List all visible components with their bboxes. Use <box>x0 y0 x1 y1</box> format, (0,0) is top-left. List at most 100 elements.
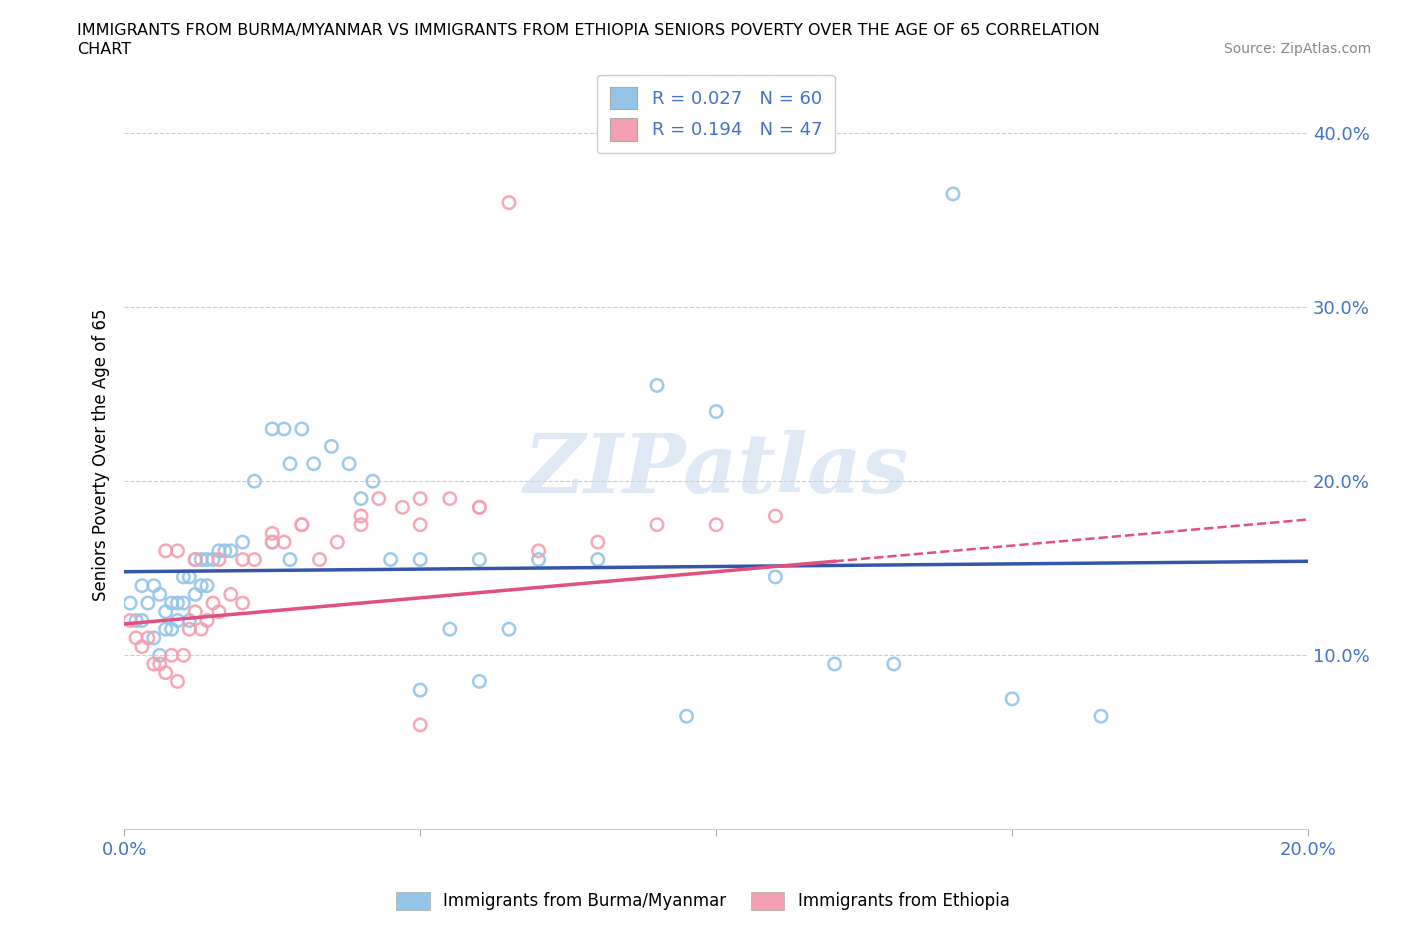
Point <box>190 622 212 637</box>
Point <box>166 674 188 689</box>
Point <box>527 543 550 558</box>
Point <box>195 613 218 628</box>
Point <box>155 622 177 637</box>
Point <box>214 543 236 558</box>
Point <box>155 604 177 619</box>
Point <box>586 535 609 550</box>
Point <box>1090 709 1112 724</box>
Point <box>136 595 159 610</box>
Point <box>131 613 153 628</box>
Text: IMMIGRANTS FROM BURMA/MYANMAR VS IMMIGRANTS FROM ETHIOPIA SENIORS POVERTY OVER T: IMMIGRANTS FROM BURMA/MYANMAR VS IMMIGRA… <box>77 23 1099 38</box>
Point <box>262 421 284 436</box>
Point <box>179 622 201 637</box>
Point <box>326 535 349 550</box>
Point <box>498 195 520 210</box>
Point <box>125 613 148 628</box>
Point <box>409 683 432 698</box>
Point <box>202 552 225 567</box>
Point <box>380 552 402 567</box>
Point <box>149 657 172 671</box>
Point <box>155 543 177 558</box>
Point <box>184 552 207 567</box>
Point <box>155 665 177 680</box>
Point <box>262 535 284 550</box>
Point <box>645 517 668 532</box>
Point <box>291 421 314 436</box>
Point <box>160 622 183 637</box>
Point <box>232 535 254 550</box>
Point <box>172 569 194 584</box>
Point <box>468 499 491 514</box>
Point <box>675 709 697 724</box>
Point <box>824 657 846 671</box>
Point <box>136 631 159 645</box>
Point <box>302 457 325 472</box>
Point <box>179 569 201 584</box>
Point <box>391 499 413 514</box>
Point <box>439 622 461 637</box>
Point <box>166 543 188 558</box>
Point <box>350 491 373 506</box>
Point <box>291 517 314 532</box>
Point <box>409 491 432 506</box>
Point <box>120 613 142 628</box>
Point <box>149 587 172 602</box>
Point <box>291 517 314 532</box>
Point <box>142 578 165 593</box>
Point <box>195 552 218 567</box>
Point <box>179 613 201 628</box>
Point <box>763 509 786 524</box>
Point <box>243 473 266 488</box>
Point <box>273 535 295 550</box>
Point <box>160 595 183 610</box>
Point <box>142 657 165 671</box>
Point <box>704 517 727 532</box>
Point <box>763 569 786 584</box>
Point <box>645 378 668 392</box>
Text: CHART: CHART <box>77 42 131 57</box>
Point <box>184 552 207 567</box>
Point <box>273 421 295 436</box>
Point <box>166 613 188 628</box>
Point <box>142 631 165 645</box>
Point <box>468 499 491 514</box>
Point <box>1001 691 1024 706</box>
Point <box>409 717 432 732</box>
Point <box>350 517 373 532</box>
Point <box>219 543 242 558</box>
Point <box>350 509 373 524</box>
Point <box>232 595 254 610</box>
Point <box>131 639 153 654</box>
Point <box>208 543 231 558</box>
Point <box>468 552 491 567</box>
Point <box>208 604 231 619</box>
Point <box>195 578 218 593</box>
Point <box>361 473 384 488</box>
Point <box>883 657 905 671</box>
Point <box>202 595 225 610</box>
Point <box>262 535 284 550</box>
Point <box>337 457 360 472</box>
Point <box>190 578 212 593</box>
Point <box>704 405 727 419</box>
Point <box>208 552 231 567</box>
Point <box>166 595 188 610</box>
Point <box>439 491 461 506</box>
Point <box>125 631 148 645</box>
Legend: R = 0.027   N = 60, R = 0.194   N = 47: R = 0.027 N = 60, R = 0.194 N = 47 <box>598 74 835 153</box>
Point <box>131 578 153 593</box>
Legend: Immigrants from Burma/Myanmar, Immigrants from Ethiopia: Immigrants from Burma/Myanmar, Immigrant… <box>389 885 1017 917</box>
Y-axis label: Seniors Poverty Over the Age of 65: Seniors Poverty Over the Age of 65 <box>93 309 110 602</box>
Point <box>219 587 242 602</box>
Point <box>409 517 432 532</box>
Point <box>321 439 343 454</box>
Point <box>184 587 207 602</box>
Point <box>172 648 194 663</box>
Point <box>184 604 207 619</box>
Point <box>120 595 142 610</box>
Point <box>586 552 609 567</box>
Point <box>367 491 389 506</box>
Point <box>308 552 330 567</box>
Text: Source: ZipAtlas.com: Source: ZipAtlas.com <box>1223 42 1371 56</box>
Point <box>190 552 212 567</box>
